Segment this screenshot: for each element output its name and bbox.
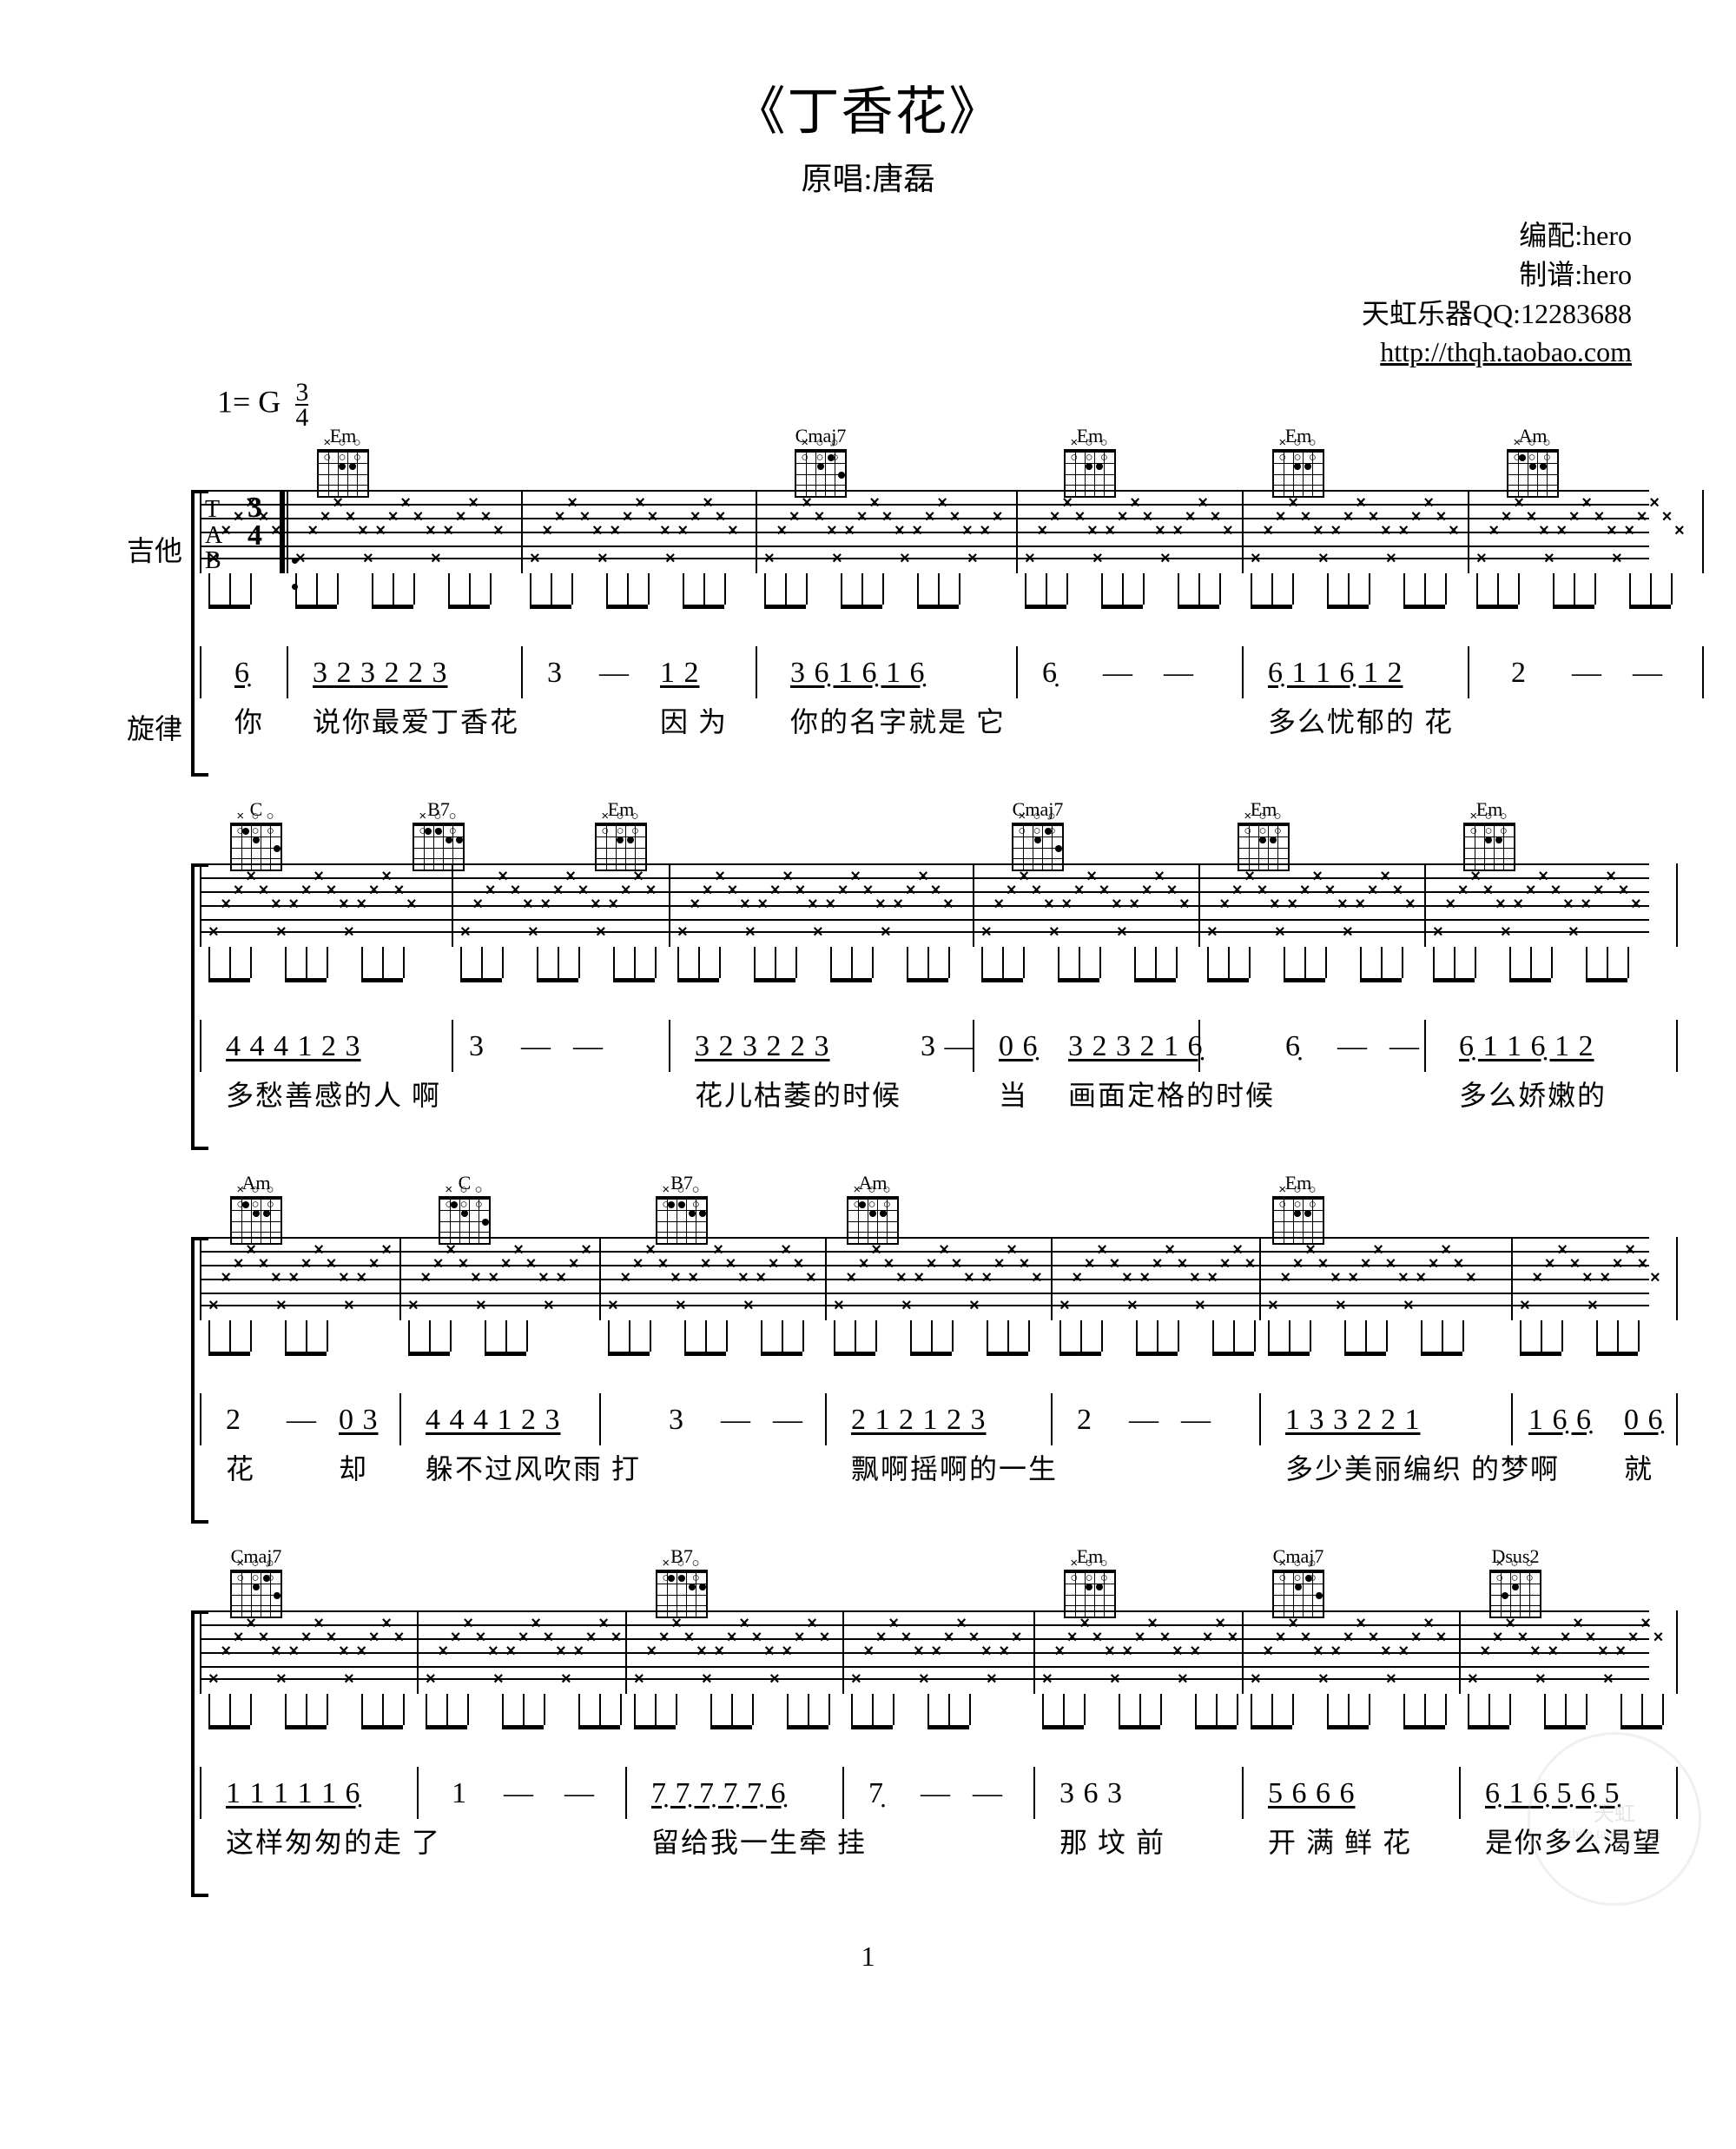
chord-diagram-Cmaj7: Cmaj7 × ○ ○ ○ ○ ○: [790, 425, 851, 498]
tab-staff: Cmaj7 × ○ ○ ○ ○ ○ B7 × ○ ○ ○ ○ ○ Em × ○ …: [200, 1567, 1649, 1715]
transcriber-label: 制谱:: [1519, 259, 1582, 290]
chord-diagram-Am: Am × ○ ○ ○ ○ ○: [842, 1172, 903, 1245]
melody-row: 1 1 1 1 1 6̣1——7̣ 7̣ 7̣ 7̣ 7̣ 6̣7̣——3 6 …: [200, 1767, 1649, 1871]
tab-staff: Em × ○ ○ ○ ○ ○ Cmaj7 × ○ ○ ○ ○ ○ Em × ○ …: [200, 446, 1649, 594]
transcriber-value: hero: [1582, 259, 1632, 290]
tab-staff: Am × ○ ○ ○ ○ ○ C × ○ ○ ○ ○ ○ B7 × ○ ○ ○ …: [200, 1194, 1649, 1341]
chord-diagram-Em: Em × ○ ○ ○ ○ ○: [1459, 798, 1520, 871]
chord-diagram-C: C × ○ ○ ○ ○ ○: [434, 1172, 495, 1245]
chord-diagram-Cmaj7: Cmaj7 × ○ ○ ○ ○ ○: [1007, 798, 1068, 871]
chord-diagram-B7: B7 × ○ ○ ○ ○ ○: [408, 798, 469, 871]
chord-diagram-B7: B7 × ○ ○ ○ ○ ○: [651, 1545, 712, 1618]
source-url[interactable]: http://thqh.taobao.com: [1380, 336, 1632, 367]
arranger-label: 编配:: [1519, 220, 1582, 251]
system-4: Cmaj7 × ○ ○ ○ ○ ○ B7 × ○ ○ ○ ○ ○ Em × ○ …: [87, 1567, 1649, 1871]
credits-block: 编配:hero 制谱:hero 天虹乐器QQ:12283688 http://t…: [87, 216, 1632, 372]
system-2: C × ○ ○ ○ ○ ○ B7 × ○ ○ ○ ○ ○ Em × ○ ○ ○ …: [87, 820, 1649, 1124]
song-subtitle: 原唱:唐磊: [87, 154, 1649, 199]
chord-diagram-Em: Em × ○ ○ ○ ○ ○: [591, 798, 651, 871]
chord-diagram-Em: Em × ○ ○ ○ ○ ○: [1059, 1545, 1120, 1618]
chord-diagram-Am: Am × ○ ○ ○ ○ ○: [1502, 425, 1563, 498]
arranger-value: hero: [1582, 220, 1632, 251]
key-signature: 1= G 34: [217, 380, 1649, 429]
chord-diagram-Am: Am × ○ ○ ○ ○ ○: [226, 1172, 287, 1245]
chord-diagram-Em: Em × ○ ○ ○ ○ ○: [313, 425, 373, 498]
chord-diagram-Em: Em × ○ ○ ○ ○ ○: [1233, 798, 1294, 871]
chord-diagram-Em: Em × ○ ○ ○ ○ ○: [1059, 425, 1120, 498]
watermark: 天虹thqh.taobao.com: [1528, 1732, 1701, 1906]
chord-diagram-B7: B7 × ○ ○ ○ ○ ○: [651, 1172, 712, 1245]
chord-diagram-C: C × ○ ○ ○ ○ ○: [226, 798, 287, 871]
chord-diagram-Dsus2: Dsus2 × ○ ○ ○ ○ ○: [1485, 1545, 1546, 1618]
chord-diagram-Em: Em × ○ ○ ○ ○ ○: [1268, 425, 1329, 498]
system-1: 吉他 旋律 Em × ○ ○ ○ ○ ○ Cmaj7 × ○ ○ ○ ○ ○ E…: [87, 446, 1649, 750]
melody-row: 4 4 4 1 2 33——3 2 3 2 2 33 —0 6̣3 2 3 2 …: [200, 1020, 1649, 1124]
chord-diagram-Cmaj7: Cmaj7 × ○ ○ ○ ○ ○: [1268, 1545, 1329, 1618]
tab-staff: C × ○ ○ ○ ○ ○ B7 × ○ ○ ○ ○ ○ Em × ○ ○ ○ …: [200, 820, 1649, 968]
song-title: 《丁香花》: [87, 69, 1649, 145]
melody-row: 2—0 34 4 4 1 2 33——2 1 2 1 2 32——1 3 3 2…: [200, 1393, 1649, 1498]
chord-diagram-Em: Em × ○ ○ ○ ○ ○: [1268, 1172, 1329, 1245]
page-number: 1: [87, 1941, 1649, 1973]
contact-info: 天虹乐器QQ:12283688: [87, 294, 1632, 334]
chord-diagram-Cmaj7: Cmaj7 × ○ ○ ○ ○ ○: [226, 1545, 287, 1618]
melody-row: 6̣3 2 3 2 2 33—1 23 6̣ 1 6̣ 1 6̣6̣——6̣ 1…: [200, 646, 1649, 750]
system-3: Am × ○ ○ ○ ○ ○ C × ○ ○ ○ ○ ○ B7 × ○ ○ ○ …: [87, 1194, 1649, 1498]
